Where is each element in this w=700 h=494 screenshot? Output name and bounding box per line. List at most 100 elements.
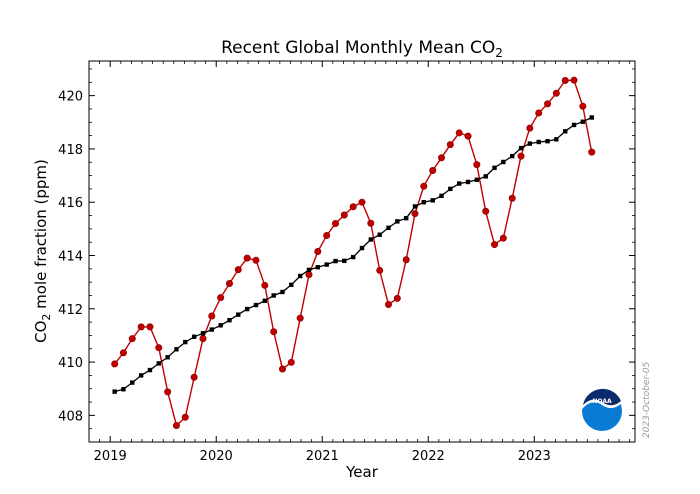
trend-point (395, 219, 400, 224)
monthly-point (385, 301, 393, 309)
monthly-point (146, 323, 154, 331)
trend-point (457, 181, 462, 186)
trend-point (183, 339, 188, 345)
monthly-point (208, 312, 216, 320)
monthly-point (446, 141, 454, 149)
trend-point (589, 115, 594, 120)
monthly-point (579, 102, 587, 110)
monthly-point (376, 266, 384, 274)
trend-point (209, 327, 214, 332)
trend-point (333, 258, 338, 264)
trend-point (271, 293, 276, 298)
trend-point (289, 282, 294, 288)
trend-point (448, 186, 453, 192)
monthly-point (482, 207, 490, 215)
trend-point (121, 387, 126, 392)
trend-point (165, 355, 170, 360)
monthly-point (438, 154, 446, 162)
trend-point (227, 318, 232, 323)
monthly-point (323, 232, 331, 240)
trend-point (421, 200, 427, 205)
trend-point (351, 254, 356, 260)
noaa-logo-label: NOAA (592, 398, 612, 405)
trend-point (297, 273, 303, 279)
monthly-point (234, 266, 242, 274)
monthly-point (358, 198, 366, 206)
trend-point (262, 298, 267, 303)
monthly-point (429, 167, 437, 175)
trend-point (483, 174, 488, 179)
trend-point (518, 145, 524, 151)
monthly-point (243, 254, 251, 262)
y-tick-label: 410 (58, 356, 83, 371)
monthly-point (367, 219, 375, 227)
x-tick-label: 2019 (94, 449, 127, 464)
monthly-point (349, 203, 357, 211)
monthly-point (217, 294, 225, 302)
trend-point (359, 245, 365, 251)
monthly-point (190, 373, 198, 381)
monthly-point (526, 124, 534, 132)
trend-point (315, 265, 320, 270)
monthly-point (270, 328, 278, 336)
trend-point (404, 215, 409, 221)
trend-point (112, 389, 117, 394)
trend-point (439, 193, 444, 199)
trend-point (218, 323, 223, 328)
trend-point (554, 137, 559, 142)
monthly-point (199, 335, 207, 343)
x-tick-label: 2020 (200, 449, 233, 464)
monthly-point (225, 279, 233, 287)
trend-point (571, 122, 577, 128)
trend-point (174, 347, 179, 352)
trend-point (430, 198, 435, 203)
x-tick-label: 2023 (518, 449, 551, 464)
monthly-point (331, 220, 339, 228)
y-tick-label: 414 (58, 249, 83, 264)
monthly-point (252, 256, 260, 264)
monthly-point (535, 109, 543, 117)
trend-point (580, 119, 586, 124)
monthly-point (455, 129, 463, 137)
monthly-point (552, 89, 560, 97)
trend-point (412, 204, 418, 209)
monthly-point (172, 421, 180, 429)
monthly-point (464, 132, 472, 140)
monthly-point (181, 413, 189, 421)
monthly-series-line (114, 79, 593, 427)
x-tick-label: 2022 (412, 449, 445, 464)
monthly-point (296, 314, 304, 322)
trend-point (236, 312, 241, 317)
trend-point (253, 302, 259, 308)
monthly-point (561, 76, 569, 84)
monthly-point (278, 365, 286, 373)
trend-point (474, 177, 480, 183)
monthly-point (544, 100, 552, 108)
monthly-point (491, 241, 499, 249)
monthly-point (287, 358, 295, 366)
trend-point (200, 331, 206, 336)
trend-point (138, 373, 144, 378)
monthly-point (517, 152, 525, 160)
y-tick-label: 416 (58, 196, 83, 211)
plot-area (88, 60, 636, 443)
trend-point (563, 129, 568, 134)
monthly-point (164, 388, 172, 396)
monthly-point (111, 360, 119, 368)
x-axis-title: Year (345, 463, 379, 481)
trend-point (244, 306, 250, 312)
trend-point (527, 141, 533, 146)
monthly-point (261, 281, 269, 289)
series-layer (111, 76, 596, 429)
trend-point (147, 367, 153, 373)
monthly-point (570, 76, 578, 84)
y-tick-label: 412 (58, 303, 83, 318)
axis-ticks: 2019 2020 2021 2022 2023 408 410 412 414 416 418 42… (58, 61, 635, 464)
monthly-point (499, 234, 507, 242)
trend-point (501, 159, 506, 165)
trend-point (191, 334, 197, 339)
trend-point (368, 237, 373, 242)
y-tick-label: 418 (58, 143, 83, 158)
